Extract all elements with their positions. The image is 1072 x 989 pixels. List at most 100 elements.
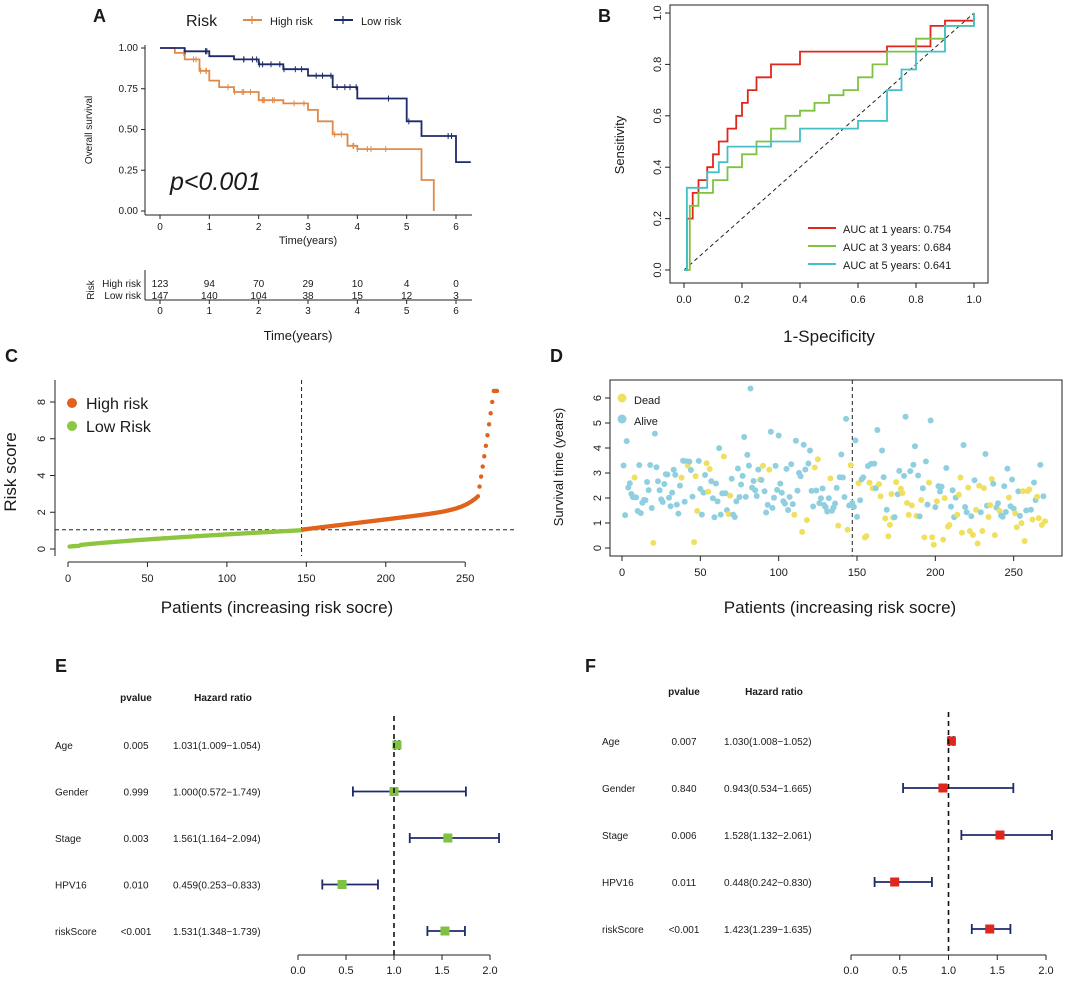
surv-point-alive [990,480,997,487]
surv-point-dead [888,491,895,498]
surv-point-alive [750,477,757,484]
risk-x-tick-label: 250 [456,573,474,585]
risk-point-high [480,464,485,469]
risk-table-count: 10 [352,279,364,290]
surv-point-alive [747,385,754,392]
surv-point-alive [907,468,914,475]
forest-e-hr-marker [440,926,450,936]
risk-table-count: 38 [302,291,314,302]
risk-point-high [485,432,490,438]
forest-e-x-tick-label: 2.0 [482,965,497,977]
surv-point-dead [980,485,987,492]
surv-point-dead [844,526,851,533]
surv-point-alive [661,480,668,487]
surv-point-alive [901,472,907,479]
surv-point-alive [949,487,956,494]
surv-point-alive [880,474,887,481]
surv-point-alive [938,483,945,490]
forest-e-x-tick-label: 0.0 [290,965,305,977]
risk-x-axis-title: Patients (increasing risk socre) [161,598,393,617]
surv-point-alive [781,500,788,507]
surv-point-alive [788,461,795,468]
surv-legend-alive: Alive [634,416,658,428]
risk-table-count: 70 [253,279,265,290]
surv-point-dead [905,511,912,518]
surv-point-alive [874,427,881,434]
km-legend-low-risk: Low risk [361,16,402,28]
surv-point-dead [988,476,995,483]
risk-table-count: 3 [453,291,459,302]
surv-point-dead [930,541,937,548]
surv-x-tick-label: 0 [619,567,625,579]
surv-point-alive [656,487,663,494]
surv-point-dead [811,464,818,471]
roc-y-tick-label: 0.8 [652,57,664,72]
surv-point-alive [785,506,792,513]
surv-frame [609,379,1063,557]
surv-point-alive [711,514,718,521]
forest-e-x-tick-label: 1.0 [386,965,401,977]
surv-point-alive [767,428,774,435]
forest-e-hr-header: Hazard ratio [194,693,252,704]
surv-point-alive [664,471,671,478]
surv-point-alive [817,495,824,502]
surv-point-alive [745,462,752,469]
forest-e-row-hr-text: 1.531(1.348−1.739) [173,927,261,938]
surv-point-dead [799,528,806,535]
surv-point-alive [813,487,820,494]
risk-table-x-tick-label: 0 [157,306,163,317]
roc-y-axis-title: Sensitivity [612,115,627,174]
roc-legend-label-3: AUC at 5 years: 0.641 [843,260,951,272]
surv-point-dead [899,489,906,496]
surv-point-alive [927,417,934,424]
risk-y-tick-label: 4 [36,472,48,478]
surv-point-alive [738,481,745,488]
risk-point-high [490,399,495,405]
surv-point-alive [819,485,826,492]
surv-point-alive [825,495,832,502]
km-y-tick-label: 1.00 [119,43,139,54]
roc-y-tick-label: 1.0 [652,5,664,20]
forest-f-row-hr-text: 1.528(1.132−2.061) [724,831,812,842]
surv-point-dead [933,498,940,505]
surv-point-alive [937,488,944,495]
surv-point-alive [1002,509,1009,516]
surv-point-alive [960,441,967,448]
risk-legend-dot-low [67,421,77,431]
risk-table-row-label: High risk [102,279,142,290]
surv-point-dead [955,491,962,498]
surv-point-alive [777,480,784,487]
risk-table-x-axis-title: Time(years) [264,328,333,343]
forest-f-hr-marker [985,924,995,934]
surv-point-dead [957,474,964,481]
surv-point-alive [642,497,649,504]
surv-point-dead [803,517,810,524]
forest-e-hr-marker [392,740,402,750]
surv-point-alive [739,472,746,479]
surv-legend-dot-dead [617,393,627,403]
forest-f-hr-marker [995,830,1005,840]
surv-point-alive [689,493,696,500]
risk-table-count: 0 [453,279,459,290]
surv-point-dead [855,480,862,487]
surv-point-alive [1031,479,1038,486]
km-x-tick-label: 3 [305,222,311,233]
forest-e-x-tick-label: 1.5 [434,965,449,977]
surv-point-alive [1001,483,1008,490]
risk-point-high [482,454,487,459]
surv-point-dead [969,531,976,538]
surv-point-alive [1009,476,1016,483]
forest-f-row-name: riskScore [602,925,644,936]
surv-point-alive [736,493,743,500]
surv-point-alive [1015,488,1022,495]
km-y-tick-label: 0.00 [119,206,139,217]
surv-point-alive [686,458,693,465]
surv-point-alive [741,434,748,441]
surv-x-tick-label: 200 [926,567,944,579]
surv-y-tick-label: 6 [592,395,604,401]
surv-point-alive [995,500,1001,507]
surv-point-alive [977,509,984,516]
surv-point-alive [770,494,777,501]
surv-point-dead [885,533,892,540]
surv-point-dead [976,482,983,489]
